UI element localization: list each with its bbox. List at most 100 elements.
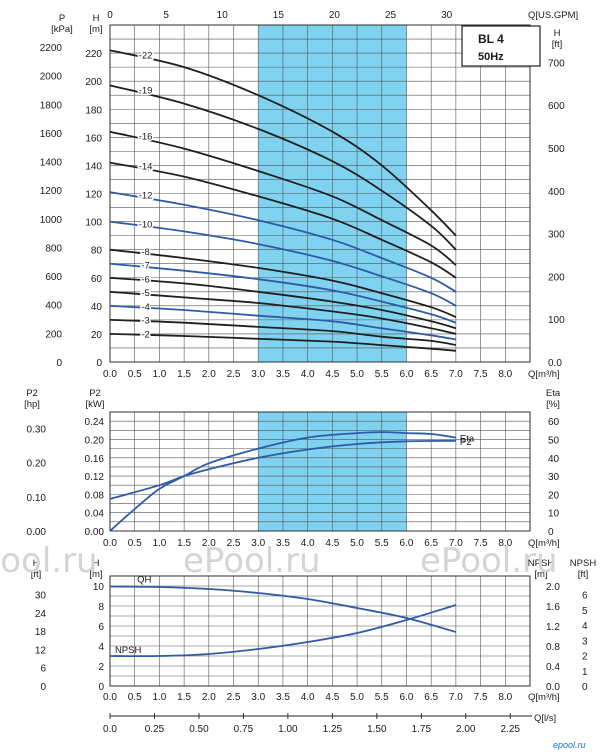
qh-x-m3h-tick-label: 1.5 (177, 369, 191, 380)
qh-y-m-axis-unit: [m] (89, 24, 102, 35)
model-frequency: 50Hz (478, 51, 504, 63)
p2-x-m3h-tick-label: 2.0 (202, 538, 216, 549)
qh-x-gpm-tick-label: 10 (217, 10, 229, 21)
qh-y-ft-axis-unit: [ft] (552, 39, 563, 50)
qh-y-ft-tick-label: 600 (548, 101, 565, 112)
p2-y-hp-tick-label: 0.20 (27, 459, 47, 470)
ls-x-tick-label: 2.00 (456, 724, 476, 735)
npsh-y-right-ft-axis-unit: [ft] (578, 569, 589, 580)
ls-x-tick-label: 0.50 (189, 724, 209, 735)
p2-y-eta-tick-label: 10 (548, 509, 560, 520)
qh-curve (109, 290, 457, 335)
npsh-y-right-m-tick-label: 1.2 (546, 622, 560, 633)
qh-curve-label: -19 (139, 86, 153, 97)
qh-y-m-tick-label: 140 (85, 161, 102, 172)
npsh-y-right-ft-tick-label: 5 (582, 606, 588, 617)
qh-curve-label: -3 (141, 316, 149, 327)
p2-y-kw-axis-unit: [kW] (86, 399, 105, 410)
p2-curve (109, 431, 457, 532)
qh-y-kpa-tick-label: 600 (45, 272, 62, 283)
qh-y-m-tick-label: 120 (85, 190, 102, 201)
qh-y-m-axis-title: H (93, 13, 100, 24)
p2-y-eta-tick-label: 20 (548, 490, 560, 501)
qh-curve-label: -2 (141, 330, 149, 341)
npsh-y-right-m-tick-label: 2.0 (546, 582, 560, 593)
npsh-x-m3h-tick-label: 4.5 (325, 692, 339, 703)
ls-x-axis-label: Q[l/s] (534, 713, 556, 724)
watermark-left: ePool.ru (0, 541, 98, 581)
p2-x-m3h-tick-label: 3.0 (251, 538, 265, 549)
qh-y-kpa-tick-label: 800 (45, 243, 62, 254)
npsh-y-right-m-tick-label: 1.6 (546, 602, 560, 613)
p2-x-m3h-tick-label: 7.5 (474, 538, 488, 549)
qh-y-kpa-axis-unit: [kPa] (51, 24, 73, 35)
npsh-y-right-ft-tick-label: 6 (582, 591, 588, 602)
p2-y-kw-tick-label: 0.00 (85, 527, 105, 538)
ls-x-tick-label: 2.25 (501, 724, 521, 735)
watermark-right: ePool.ru (420, 541, 558, 581)
p2-y-hp-tick-label: 0.00 (27, 527, 47, 538)
qh-curve (109, 84, 457, 251)
p2-y-kw-tick-label: 0.08 (85, 490, 105, 501)
npsh-y-right-m-axis-title: NPSH (528, 558, 555, 569)
qh-curve-label: -5 (141, 288, 149, 299)
npsh-y-ft-tick-label: 12 (35, 645, 47, 656)
ls-x-tick-label: 0.0 (103, 724, 117, 735)
npsh-x-m3h-tick-label: 2.5 (227, 692, 241, 703)
npsh-y-m-tick-label: 6 (98, 622, 104, 633)
npsh-x-m3h-tick-label: 2.0 (202, 692, 216, 703)
qh-y-kpa-tick-label: 200 (45, 329, 62, 340)
qh-y-kpa-tick-label: 0 (56, 358, 62, 369)
qh-y-m-tick-label: 40 (91, 302, 103, 313)
npsh-x-m3h-tick-label: 7.0 (449, 692, 463, 703)
qh-curve (109, 333, 456, 352)
p2-x-m3h-tick-label: 5.5 (375, 538, 389, 549)
p2-y-hp-axis-unit: [hp] (24, 399, 40, 410)
p2-y-kw-axis-title: P2 (89, 388, 101, 399)
qh-x-gpm-tick-label: 25 (385, 10, 397, 21)
p2-x-m3h-tick-label: 6.0 (400, 538, 414, 549)
p2-curve-label: Eta (460, 434, 475, 445)
npsh-curve (109, 585, 457, 633)
qh-curve-label: -8 (141, 247, 149, 258)
npsh-y-right-ft-tick-label: 2 (582, 652, 588, 663)
qh-y-ft-tick-label: 300 (548, 230, 565, 241)
qh-y-kpa-tick-label: 400 (45, 301, 62, 312)
npsh-x-m3h-tick-label: 5.0 (350, 692, 364, 703)
qh-x-m3h-tick-label: 5.5 (375, 369, 389, 380)
qh-y-ft-tick-label: 0.0 (548, 358, 562, 369)
qh-curve (109, 49, 457, 237)
npsh-y-right-m-tick-label: 0.4 (546, 662, 560, 673)
npsh-curve-label-qh: QH (137, 575, 151, 586)
qh-curve (109, 191, 457, 293)
qh-curve (109, 276, 457, 330)
qh-y-ft-tick-label: 400 (548, 187, 565, 198)
p2-x-m3h-tick-label: 7.0 (449, 538, 463, 549)
qh-x-m3h-tick-label: 3.0 (251, 369, 265, 380)
qh-x-gpm-tick-label: 5 (163, 10, 169, 21)
p2-y-eta-axis-title: Eta (546, 388, 561, 399)
watermark-center: ePool.ru (183, 541, 321, 581)
p2-y-eta-tick-label: 0 (548, 527, 554, 538)
qh-x-m3h-tick-label: 2.5 (227, 369, 241, 380)
npsh-x-m3h-tick-label: 6.0 (400, 692, 414, 703)
qh-y-ft-tick-label: 500 (548, 144, 565, 155)
p2-y-kw-tick-label: 0.16 (85, 454, 105, 465)
qh-curve-label: -10 (139, 219, 153, 230)
npsh-y-ft-axis-unit: [ft] (31, 569, 42, 580)
ls-x-tick-label: 0.25 (145, 724, 165, 735)
qh-y-ft-tick-label: 200 (548, 272, 565, 283)
npsh-y-m-tick-label: 2 (98, 662, 104, 673)
model-name: BL 4 (478, 32, 504, 46)
npsh-y-m-tick-label: 10 (93, 582, 105, 593)
p2-x-m3h-tick-label: 4.0 (301, 538, 315, 549)
npsh-x-m3h-tick-label: 3.0 (251, 692, 265, 703)
npsh-plot-frame (109, 575, 531, 687)
npsh-x-m3h-tick-label: 4.0 (301, 692, 315, 703)
p2-x-m3h-tick-label: 3.5 (276, 538, 290, 549)
watermark-logo: epool.ru (553, 740, 586, 750)
qh-x-m3h-tick-label: 7.5 (474, 369, 488, 380)
npsh-y-right-m-tick-label: 0.8 (546, 642, 560, 653)
npsh-y-right-m-axis-unit: [m] (534, 569, 547, 580)
